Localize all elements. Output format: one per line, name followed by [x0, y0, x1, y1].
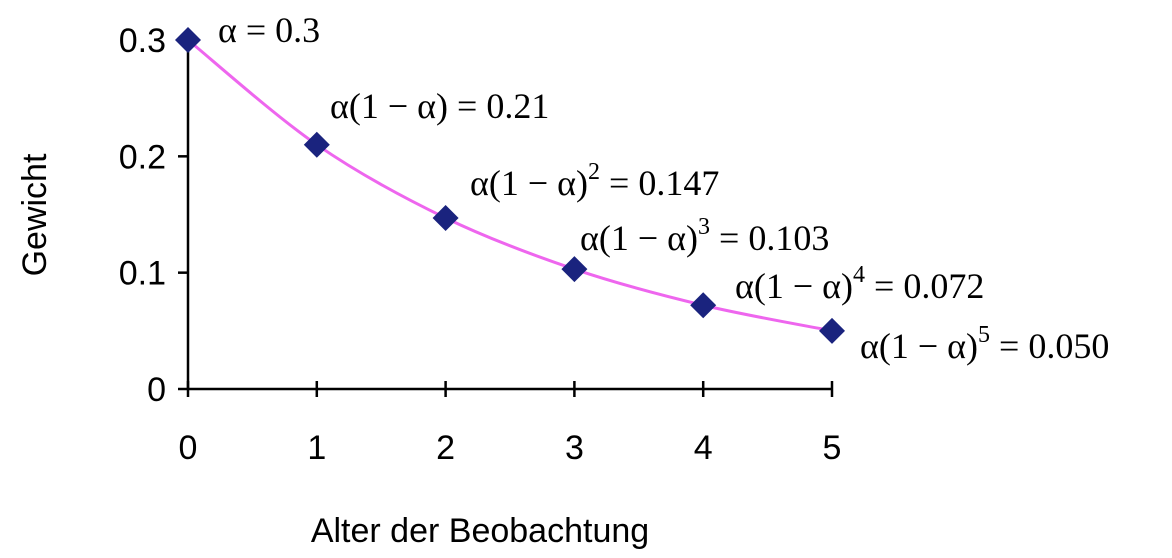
point-annotation: α(1 − α)5 = 0.050: [860, 322, 1109, 366]
annotation-formula: α(1 − α): [735, 266, 853, 306]
y-tick-label: 0.2: [119, 138, 166, 176]
annotation-formula: α(1 − α): [470, 163, 588, 203]
x-tick-label: 0: [179, 429, 198, 467]
annotation-exponent: 3: [698, 214, 710, 240]
annotation-formula: α(1 − α): [860, 326, 978, 366]
x-tick-label: 4: [694, 429, 713, 467]
x-tick-label: 5: [823, 429, 842, 467]
y-axis-title: Gewicht: [16, 153, 54, 276]
point-annotation: α(1 − α)4 = 0.072: [735, 262, 984, 306]
annotation-exponent: 4: [853, 262, 865, 288]
x-tick-label: 1: [307, 429, 326, 467]
annotation-value: = 0.147: [600, 163, 719, 203]
x-axis-title: Alter der Beobachtung: [311, 512, 649, 550]
series-markers: [175, 27, 845, 344]
point-annotation: α = 0.3: [218, 10, 320, 50]
y-ticks: 0 0.1 0.2 0.3: [119, 22, 188, 409]
point-annotation: α(1 − α)3 = 0.103: [580, 214, 829, 258]
data-point-marker: [175, 27, 201, 53]
point-annotation: α(1 − α) = 0.21: [330, 86, 549, 126]
annotation-value: = 0.072: [865, 266, 984, 306]
x-tick-label: 2: [436, 429, 455, 467]
annotation-value: = 0.21: [448, 86, 549, 126]
annotation-value: = 0.103: [710, 218, 829, 258]
annotation-exponent: 5: [978, 322, 990, 348]
annotation-value: = 0.3: [237, 10, 320, 50]
data-point-marker: [690, 292, 717, 319]
series-line: [187, 38, 833, 333]
annotations: α = 0.3α(1 − α) = 0.21α(1 − α)2 = 0.147α…: [218, 10, 1109, 366]
y-tick-label: 0.3: [119, 22, 166, 60]
point-annotation: α(1 − α)2 = 0.147: [470, 159, 719, 203]
data-point-marker: [561, 256, 588, 283]
annotation-formula: α(1 − α): [580, 218, 698, 258]
annotation-value: = 0.050: [990, 326, 1109, 366]
axes: [186, 40, 832, 391]
annotation-formula: α(1 − α): [330, 86, 448, 126]
annotation-formula: α: [218, 10, 237, 50]
data-point-marker: [819, 317, 845, 344]
y-tick-label: 0: [147, 371, 166, 409]
annotation-exponent: 2: [588, 159, 600, 185]
data-point-marker: [432, 204, 459, 231]
data-point-marker: [303, 131, 330, 158]
x-ticks: 0 1 2 3 4 5: [179, 381, 842, 467]
x-tick-label: 3: [565, 429, 584, 467]
y-tick-label: 0.1: [119, 255, 166, 293]
